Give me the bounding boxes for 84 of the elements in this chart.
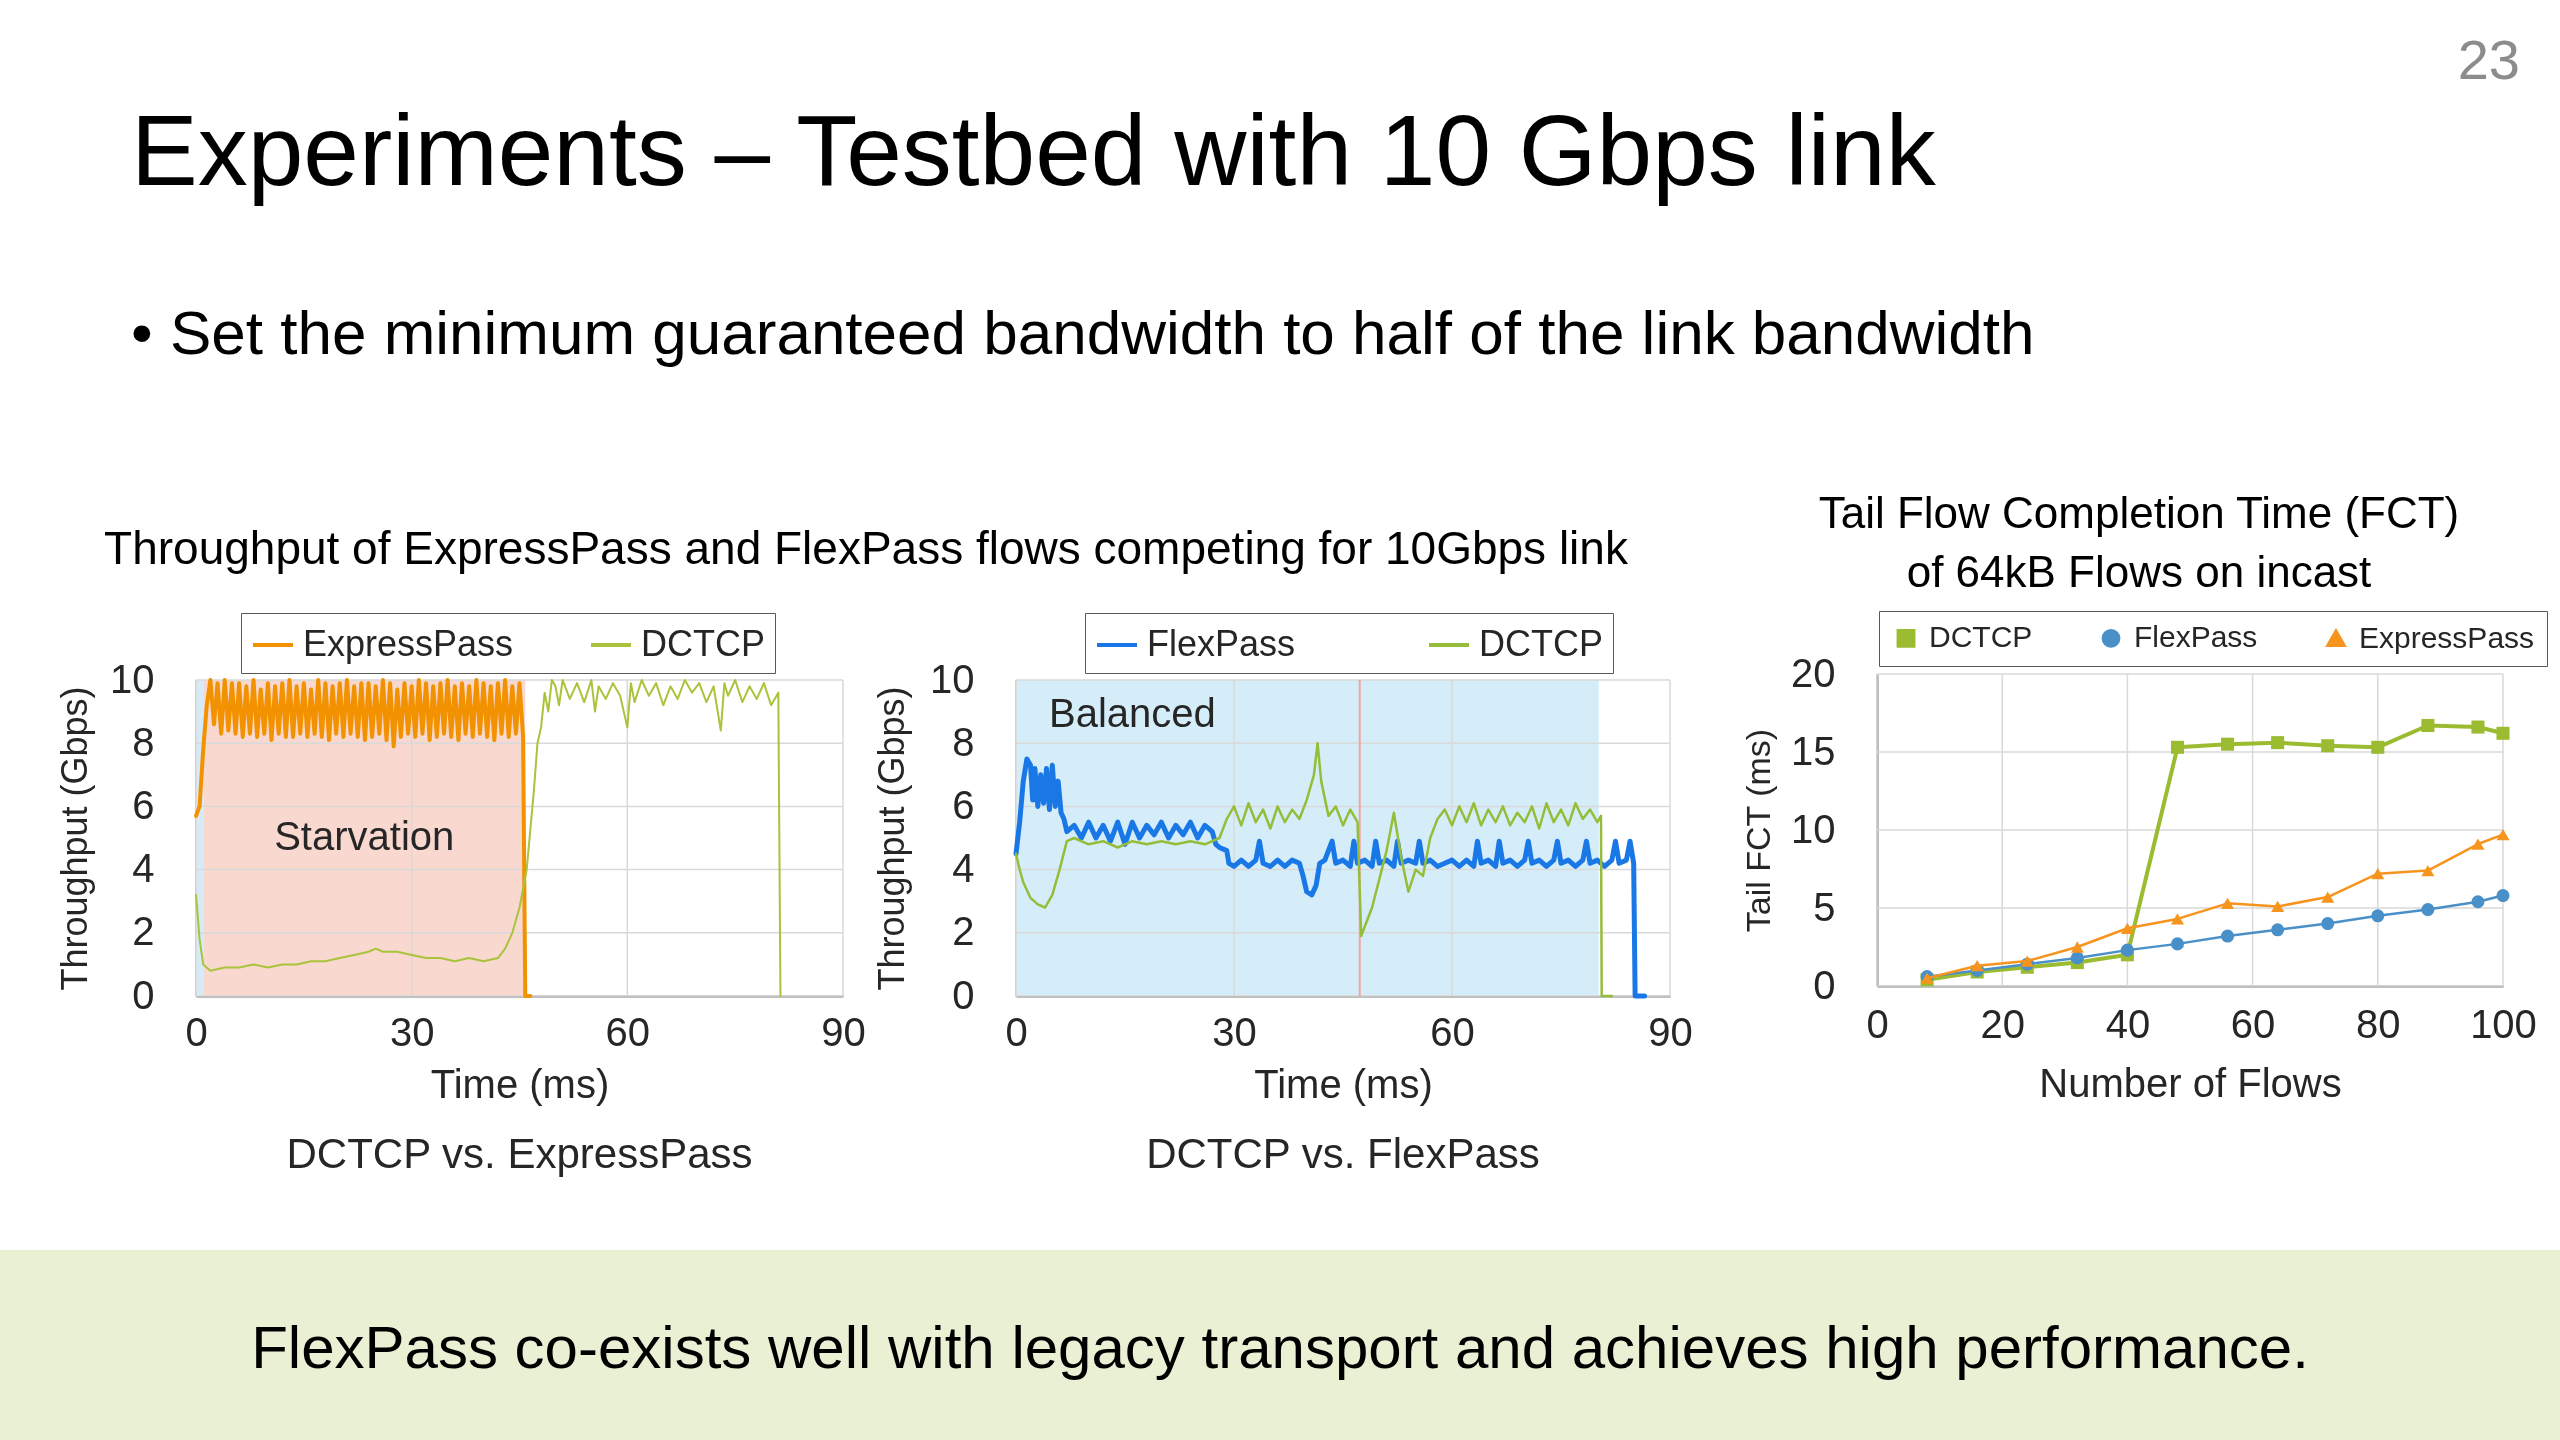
point	[2221, 929, 2235, 943]
legend-label: DCTCP	[1929, 620, 2033, 654]
y-tick-label: 8	[952, 719, 975, 764]
point	[2170, 937, 2184, 951]
text: DCTCP vs. ExpressPass	[286, 1130, 753, 1177]
point	[2496, 889, 2510, 903]
y-tick-label: 0	[952, 972, 975, 1017]
point	[2271, 923, 2285, 937]
text: Experiments – Testbed with 10 Gbps link	[131, 94, 1937, 206]
y-tick-label: 10	[110, 656, 155, 701]
x-tick-label: 60	[605, 1009, 651, 1054]
point	[2070, 941, 2084, 953]
x-tick-label: 100	[2470, 1001, 2537, 1046]
y-axis-title: Throughput (Gbps)	[871, 686, 913, 991]
text: • Set the minimum guaranteed bandwidth to half of the link bandwidth	[131, 298, 2035, 367]
point	[2496, 829, 2510, 841]
legend-label: FlexPass	[2134, 620, 2258, 654]
point	[2496, 726, 2510, 740]
legend-label: DCTCP	[641, 623, 765, 664]
point	[2371, 740, 2385, 754]
point	[2271, 900, 2285, 913]
x-axis-title: Number of Flows	[2039, 1060, 2342, 1105]
band-label: Balanced	[1049, 691, 1216, 735]
x-tick-label: 30	[1212, 1009, 1257, 1054]
y-tick-label: 8	[132, 719, 155, 764]
point	[2471, 720, 2485, 734]
point	[2421, 718, 2435, 732]
x-tick-label: 60	[2230, 1001, 2276, 1046]
legend-label: FlexPass	[1147, 623, 1296, 664]
x-tick-label: 60	[1430, 1009, 1475, 1054]
text: DCTCP vs. FlexPass	[1146, 1130, 1540, 1177]
point	[2221, 897, 2235, 909]
x-tick-label: 0	[1866, 1001, 1889, 1046]
y-tick-label: 20	[1791, 650, 1836, 695]
text: 23	[2457, 28, 2520, 91]
x-tick-label: 90	[1648, 1009, 1693, 1054]
point	[1970, 960, 1984, 972]
point	[2020, 955, 2034, 967]
y-tick-label: 6	[952, 782, 975, 827]
legend-label: ExpressPass	[303, 623, 514, 664]
point	[2070, 951, 2084, 965]
point	[2321, 891, 2335, 903]
x-tick-label: 30	[389, 1009, 435, 1054]
y-tick-label: 6	[132, 782, 155, 827]
point	[2421, 903, 2435, 917]
y-tick-label: 15	[1791, 728, 1836, 773]
point	[2271, 736, 2285, 750]
y-tick-label: 2	[952, 909, 975, 954]
x-tick-label: 20	[1980, 1001, 2025, 1046]
x-tick-label: 90	[821, 1009, 866, 1054]
chart-title: Throughput of ExpressPass and FlexPass flows competing for 10Gbps link	[104, 522, 1629, 574]
chart-title: Tail Flow Completion Time (FCT) of 64kB Flows on incast	[1818, 487, 2460, 596]
x-tick-label: 0	[1005, 1009, 1028, 1054]
point	[2221, 737, 2235, 751]
x-tick-label: 40	[2105, 1001, 2151, 1046]
band-label: Starvation	[274, 814, 455, 858]
legend-label: ExpressPass	[2359, 620, 2535, 654]
point	[2120, 943, 2134, 957]
y-tick-label: 4	[952, 846, 975, 891]
y-tick-label: 4	[132, 846, 155, 891]
y-tick-label: 0	[132, 972, 155, 1017]
x-axis-title: Time (ms)	[430, 1061, 610, 1106]
y-tick-label: 5	[1813, 884, 1836, 929]
y-axis-title: Throughput (Gbps)	[54, 686, 96, 991]
legend-label: DCTCP	[1479, 623, 1603, 664]
point	[2321, 917, 2335, 931]
y-tick-label: 10	[1791, 806, 1836, 851]
point	[2371, 868, 2385, 880]
y-tick-label: 2	[132, 909, 155, 954]
point	[2321, 739, 2335, 753]
x-tick-label: 80	[2356, 1001, 2401, 1046]
x-axis-title: Time (ms)	[1254, 1061, 1433, 1106]
point	[2371, 909, 2385, 923]
point	[2120, 922, 2134, 934]
point	[2170, 740, 2184, 754]
y-tick-label: 10	[930, 656, 975, 701]
text: FlexPass co-exists well with legacy transport and achieves high performance.	[251, 1314, 2309, 1381]
x-tick-label: 0	[185, 1009, 208, 1054]
point	[2170, 913, 2184, 925]
point	[2471, 838, 2485, 850]
point	[2421, 864, 2435, 877]
y-axis-title: Tail FCT (ms)	[1739, 728, 1778, 933]
y-tick-label: 0	[1813, 962, 1836, 1007]
point	[2471, 895, 2485, 909]
